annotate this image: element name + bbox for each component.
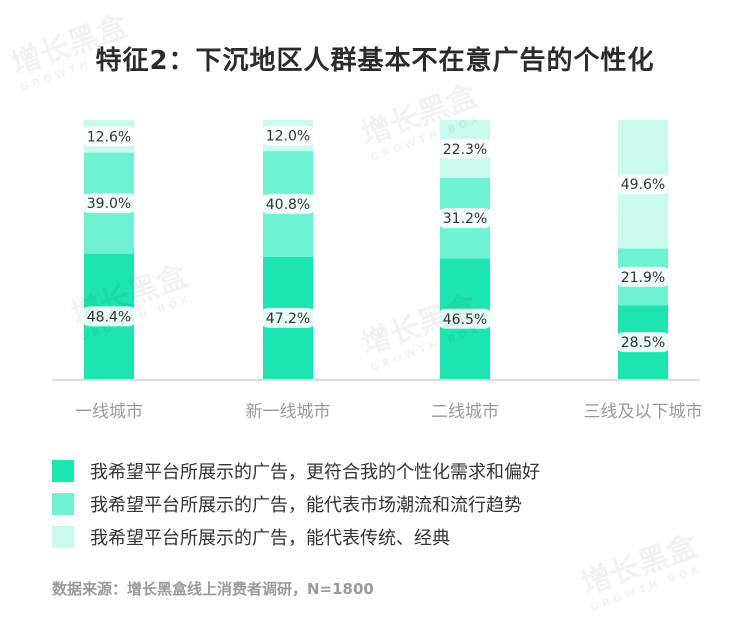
x-tick-label: 二线城市 (431, 402, 499, 422)
data-label-bg (259, 307, 317, 328)
source-note: 数据来源：增长黑盒线上消费者调研，N=1800 (52, 580, 374, 598)
data-label: 47.2% (266, 311, 310, 327)
data-label: 12.0% (266, 129, 310, 145)
data-label: 12.6% (87, 129, 131, 145)
data-label: 46.5% (443, 312, 487, 328)
legend-label: 我希望平台所展示的广告，能代表传统、经典 (90, 528, 450, 549)
legend-swatch (52, 460, 74, 482)
legend-swatch (52, 526, 74, 548)
data-label: 39.0% (87, 196, 131, 212)
data-label-bg (80, 193, 138, 214)
data-label-bg (614, 332, 672, 353)
data-label: 28.5% (621, 335, 665, 351)
x-tick-label: 一线城市 (75, 402, 143, 422)
data-label-bg (614, 266, 672, 287)
legend-item-personalized: 我希望平台所展示的广告，更符合我的个性化需求和偏好 (52, 458, 540, 484)
data-label: 48.4% (87, 309, 131, 325)
data-label: 40.8% (266, 197, 310, 213)
legend-item-traditional: 我希望平台所展示的广告，能代表传统、经典 (52, 524, 450, 550)
data-label-bg (436, 208, 494, 229)
data-label: 31.2% (443, 211, 487, 227)
legend-item-trend: 我希望平台所展示的广告，能代表市场潮流和流行趋势 (52, 491, 522, 517)
data-label-bg (259, 193, 317, 214)
data-label-bg (80, 306, 138, 327)
data-label-bg (259, 125, 317, 146)
data-label: 49.6% (621, 177, 665, 193)
legend-label: 我希望平台所展示的广告，能代表市场潮流和流行趋势 (90, 495, 522, 516)
data-label: 22.3% (443, 142, 487, 158)
data-label-bg (80, 126, 138, 147)
data-label-bg (436, 138, 494, 159)
stacked-bar-chart: 48.4% 39.0% 12.6% 一线城市 47.2% 40.8% 12.0% 新一线城市 4… (52, 120, 703, 422)
data-label-bg (614, 174, 672, 195)
x-tick-label: 三线及以下城市 (584, 402, 703, 422)
legend-swatch (52, 493, 74, 515)
x-tick-label: 新一线城市 (246, 402, 331, 422)
watermark-logo: 增长黑盒 GROWTH BOX (576, 528, 704, 614)
legend-label: 我希望平台所展示的广告，更符合我的个性化需求和偏好 (90, 462, 540, 483)
chart-title: 特征2：下沉地区人群基本不在意广告的个性化 (95, 46, 655, 76)
data-label-bg (436, 308, 494, 329)
data-label: 21.9% (621, 270, 665, 286)
